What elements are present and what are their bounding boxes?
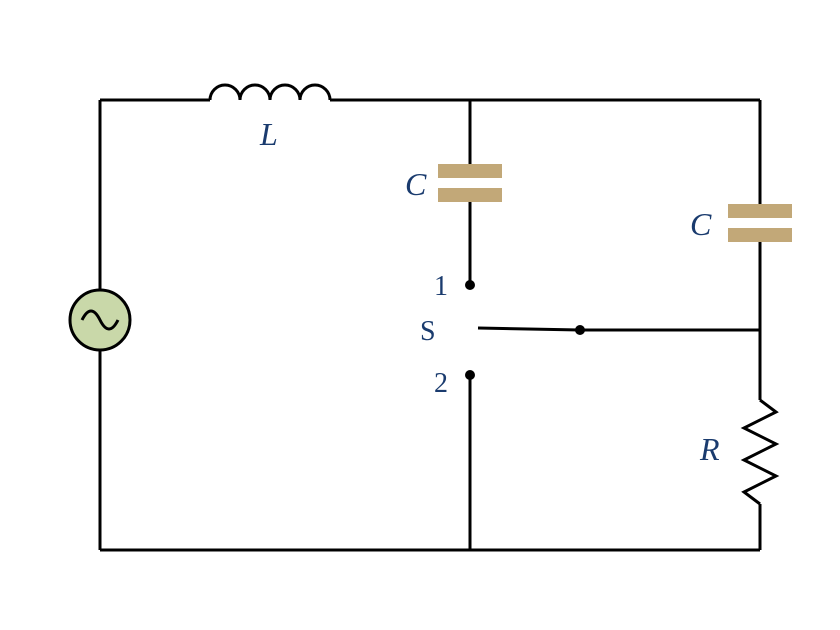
switch-arm: [478, 328, 580, 330]
capacitor-middle-label: C: [405, 166, 427, 202]
resistor-label: R: [699, 431, 720, 467]
ac-source: [70, 290, 130, 350]
resistor: [744, 400, 776, 504]
capacitor-right-label: C: [690, 206, 712, 242]
switch-terminal-1-label: 1: [434, 271, 448, 302]
switch-terminal-1: [465, 280, 475, 290]
inductor-label: L: [259, 116, 278, 152]
circuit-diagram: L C 1 2 S C R: [20, 20, 840, 610]
capacitor-middle: [438, 164, 502, 202]
capacitor-right: [728, 204, 792, 242]
inductor: [210, 85, 330, 100]
switch-terminal-2-label: 2: [434, 368, 448, 399]
switch-label: S: [420, 316, 436, 347]
